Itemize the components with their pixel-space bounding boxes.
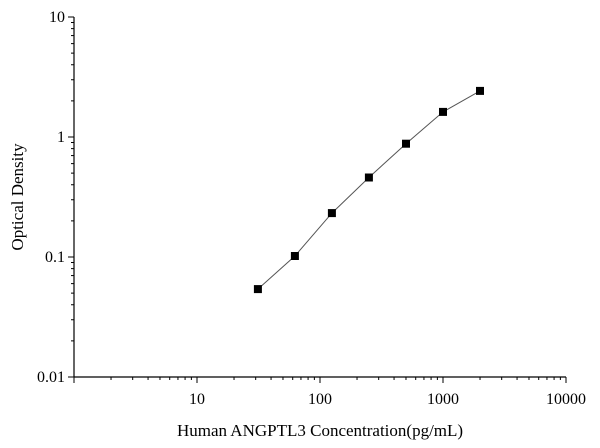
x-axis-ticks: 10 100 1000 10000	[73, 377, 586, 408]
y-tick-label: 1	[57, 129, 65, 146]
x-axis-title: Human ANGPTL3 Concentration(pg/mL)	[177, 421, 463, 440]
y-tick-label: 0.1	[45, 249, 65, 266]
data-point	[439, 107, 447, 116]
axes	[73, 17, 566, 378]
data-point	[402, 139, 410, 148]
y-tick-label: 10	[49, 9, 65, 26]
y-axis-title: Optical Density	[8, 143, 27, 251]
data-point	[327, 209, 336, 218]
data-point	[476, 86, 484, 95]
data-point	[290, 252, 299, 260]
x-tick-label: 1000	[427, 391, 459, 408]
x-tick-label: 100	[308, 391, 332, 408]
x-tick-label: 10000	[546, 391, 586, 408]
y-axis-ticks: 0.01 0.1 1 10	[37, 9, 74, 386]
data-point	[253, 285, 262, 294]
plot-series	[253, 86, 484, 294]
data-point	[364, 173, 373, 182]
y-tick-label: 0.01	[37, 369, 65, 386]
x-tick-label: 10	[189, 391, 205, 408]
